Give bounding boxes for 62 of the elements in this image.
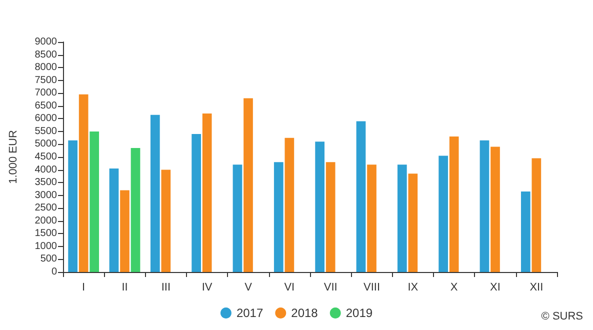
x-tick-label: VI: [284, 282, 295, 294]
bar: [532, 158, 542, 272]
y-tick-label: 1000: [34, 240, 58, 252]
bar: [397, 164, 407, 272]
y-tick-label: 5000: [34, 138, 58, 150]
x-tick-label: XII: [530, 282, 544, 294]
y-tick-label: 0: [51, 266, 58, 278]
x-tick-label: I: [82, 282, 86, 294]
y-tick-label: 500: [40, 254, 58, 265]
x-tick-label: IV: [202, 282, 213, 294]
bar: [438, 156, 448, 272]
y-tick-label: 2000: [34, 215, 58, 226]
y-tick-label: 4500: [34, 152, 58, 162]
y-tick-label: 5500: [34, 126, 58, 137]
bar: [161, 170, 171, 272]
y-tick-label: 6500: [34, 100, 58, 112]
legend-label: 2017: [236, 306, 264, 320]
y-tick-label: 3000: [34, 190, 58, 201]
bar: [120, 190, 130, 272]
bar: [367, 164, 376, 272]
legend-label: 2019: [346, 306, 373, 320]
x-tick-label: III: [161, 282, 171, 294]
bar: [130, 148, 140, 272]
y-tick-label: 3500: [34, 177, 58, 188]
x-tick-label: IX: [408, 282, 419, 294]
bar: [244, 98, 253, 272]
y-tick-label: 1500: [34, 228, 58, 240]
x-tick-label: II: [122, 282, 128, 294]
bar: [326, 162, 336, 272]
bar: [232, 164, 242, 272]
x-tick-label: X: [450, 282, 458, 294]
x-tick-label: VIII: [363, 282, 380, 294]
bar: [356, 121, 366, 272]
bar: [408, 174, 418, 272]
bar: [150, 114, 160, 272]
bar: [78, 94, 88, 272]
bar: [68, 140, 78, 272]
y-tick-label: 2500: [34, 202, 58, 214]
bar: [202, 114, 212, 272]
y-tick-label: 7500: [34, 74, 58, 86]
x-tick-label: V: [244, 282, 253, 294]
y-tick-label: 9000: [34, 36, 58, 48]
bar: [520, 192, 530, 272]
legend-label: 2018: [291, 306, 318, 320]
bar: [315, 142, 324, 272]
bar: [480, 140, 490, 272]
bar: [449, 136, 459, 272]
y-tick-label: 8000: [34, 62, 58, 74]
y-tick-label: 4000: [34, 164, 58, 176]
bar: [192, 134, 201, 272]
y-axis-title: 1.000 EUR: [8, 130, 20, 184]
x-tick-label: VII: [324, 282, 338, 294]
y-tick-label: 8500: [34, 49, 58, 60]
y-tick-label: 7000: [34, 88, 58, 99]
text: © SURS: [541, 310, 584, 322]
bar: [109, 168, 119, 272]
x-tick-label: XI: [490, 282, 500, 294]
bar: [490, 146, 500, 272]
bar: [274, 162, 284, 272]
bar: [90, 131, 100, 272]
bar: [284, 138, 294, 272]
y-tick-label: 6000: [34, 113, 58, 124]
